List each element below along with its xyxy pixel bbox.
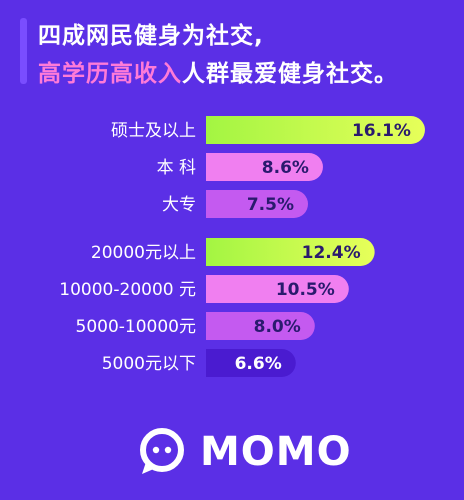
- momo-chat-bubble-icon: [140, 428, 184, 474]
- value-label: 7.5%: [247, 195, 294, 215]
- value-label: 16.1%: [352, 121, 411, 141]
- value-label: 8.0%: [254, 317, 301, 337]
- value-label: 12.4%: [302, 243, 361, 263]
- bar: [206, 275, 349, 303]
- category-label: 5000元以下: [102, 354, 196, 374]
- category-label: 10000-20000 元: [59, 280, 196, 300]
- category-label: 5000-10000元: [76, 317, 196, 337]
- bar: [206, 153, 323, 181]
- value-label: 6.6%: [235, 354, 282, 374]
- bar-chart: 硕士及以上 16.1% 本 科 8.6% 大专 7.5% 20000元以上 12.4% 1000…: [59, 116, 425, 377]
- headline-accent-bar: [20, 18, 27, 84]
- bar: [206, 190, 308, 218]
- momo-logo: MOMO: [138, 428, 352, 476]
- headline-line-1: 四成网民健身为社交,: [38, 23, 264, 49]
- headline-highlight: 高学历高收入: [38, 61, 182, 87]
- bar: [206, 238, 375, 266]
- category-label: 20000元以上: [91, 243, 196, 263]
- headline-line-2-rest: 人群最爱健身社交。: [182, 61, 398, 87]
- category-label: 本 科: [157, 158, 196, 178]
- bar: [206, 312, 315, 340]
- bar: [206, 349, 296, 377]
- value-label: 10.5%: [276, 280, 335, 300]
- category-label: 硕士及以上: [111, 121, 196, 141]
- value-label: 8.6%: [262, 158, 309, 178]
- logo-text: MOMO: [200, 429, 352, 475]
- category-label: 大专: [162, 195, 196, 215]
- bar: [206, 116, 425, 144]
- headline-line-2: 高学历高收入人群最爱健身社交。: [38, 54, 398, 88]
